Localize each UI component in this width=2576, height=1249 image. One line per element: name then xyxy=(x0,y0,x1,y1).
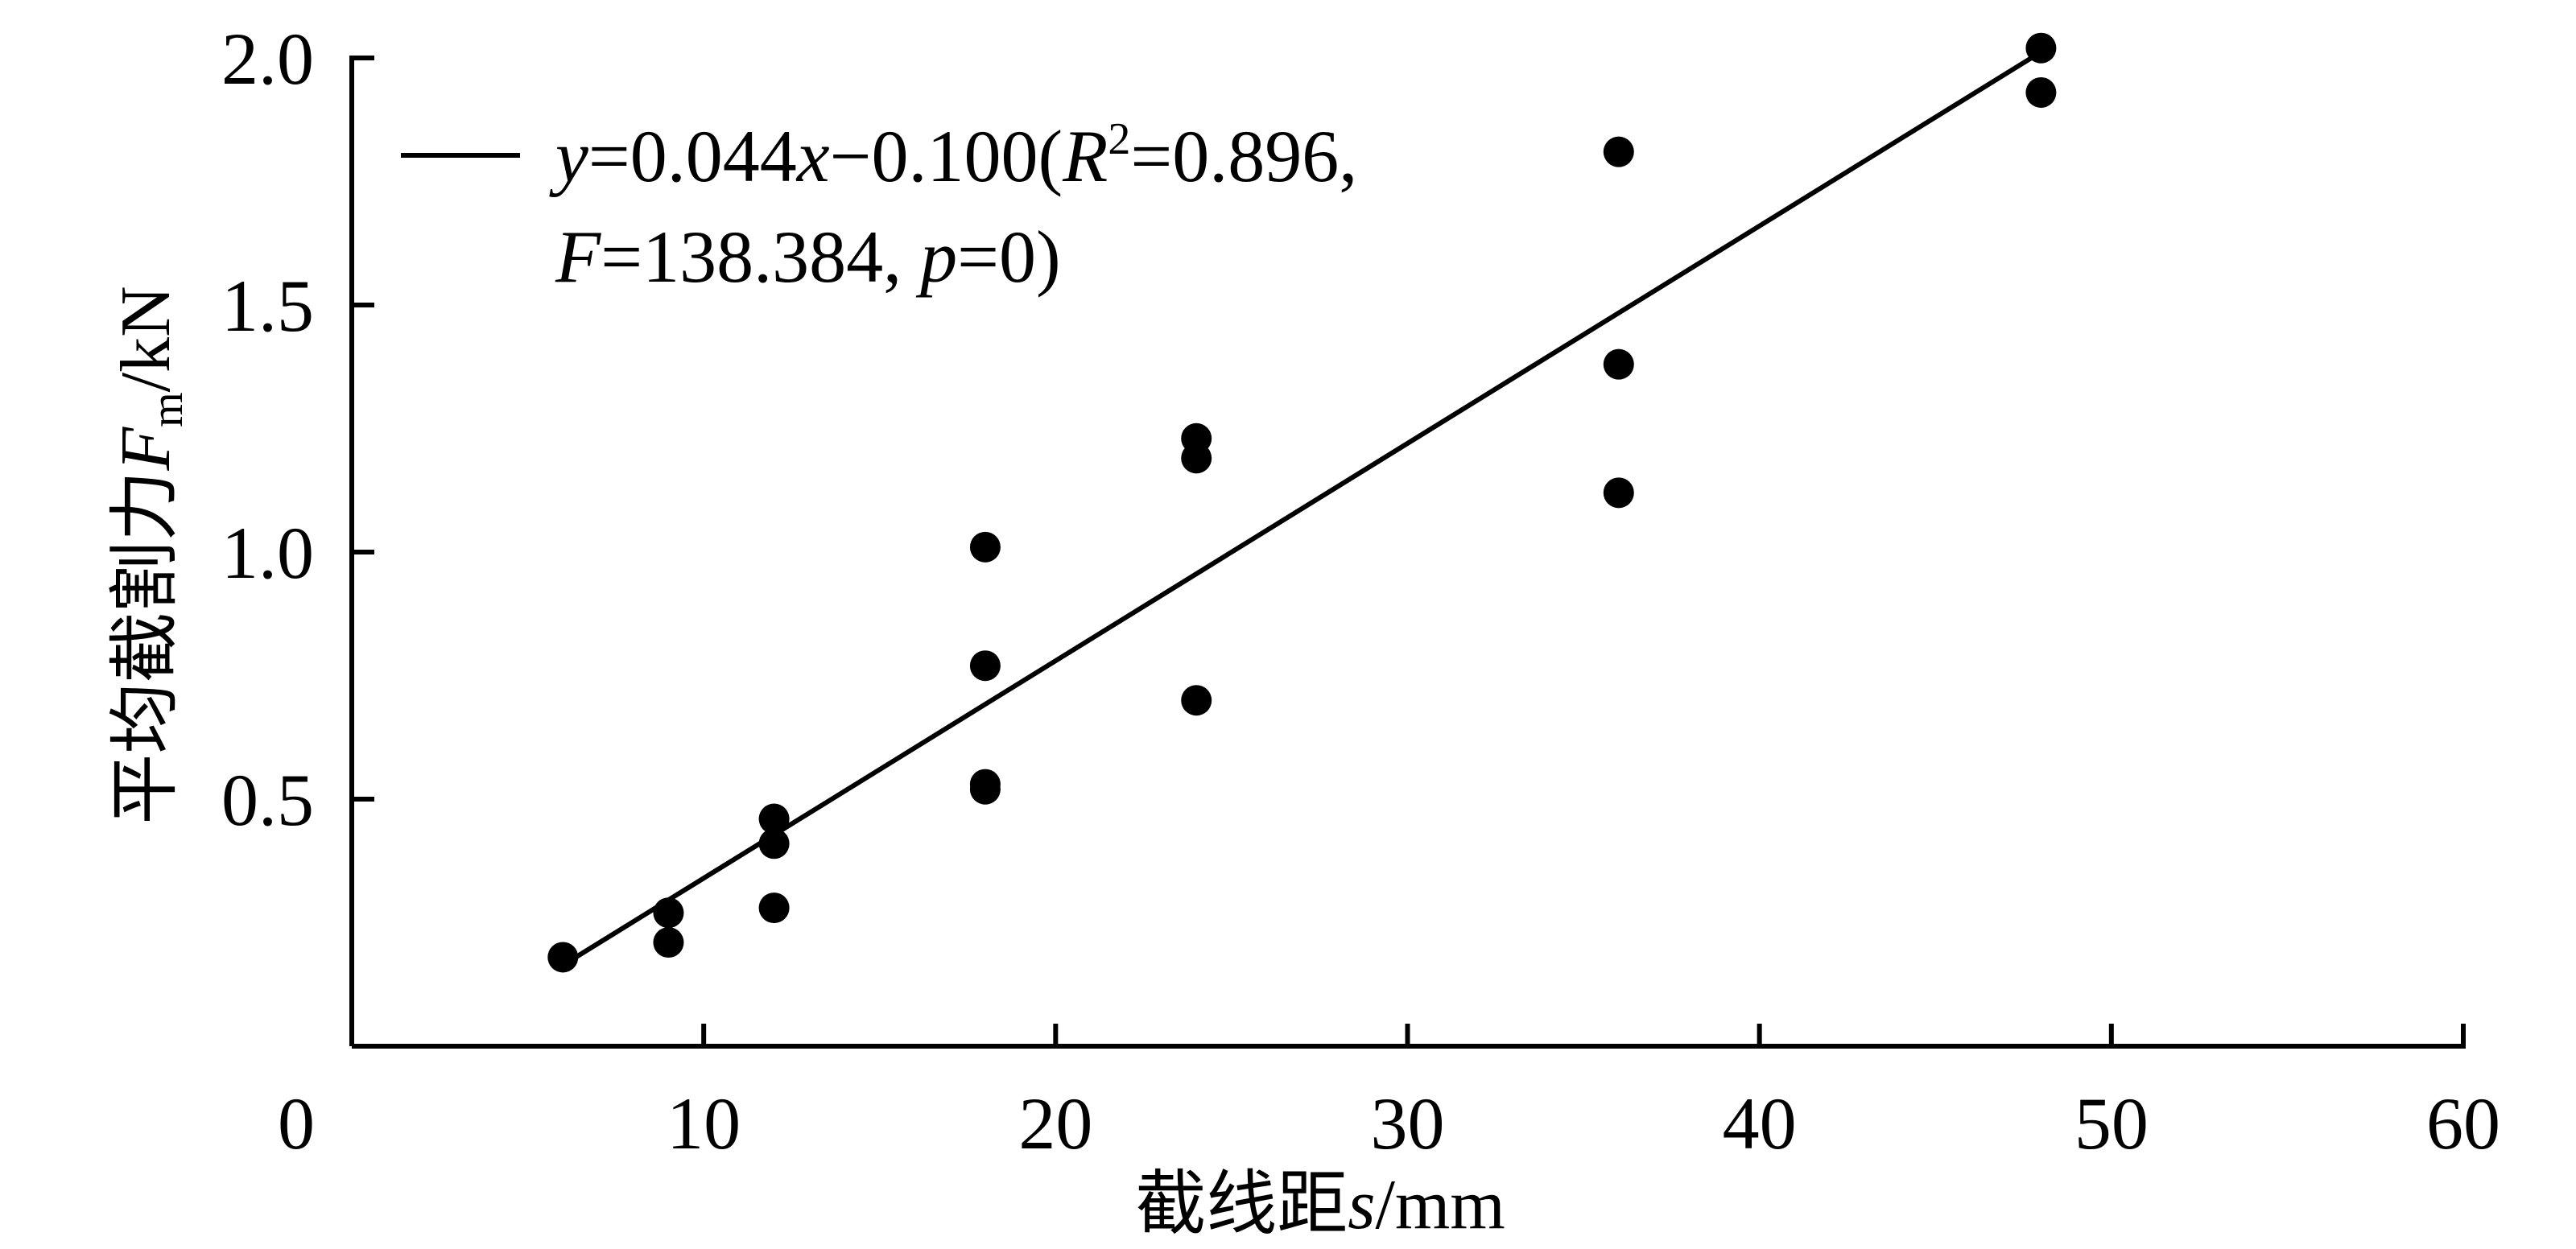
legend-eq-f: F xyxy=(555,216,601,298)
x-axis-ticks: 0 10 20 30 40 50 60 xyxy=(278,1024,2500,1164)
y-axis-title: 平均截割力Fm/kN xyxy=(107,286,192,824)
y-tick-label: 0.5 xyxy=(221,759,314,841)
x-axis-title-var: s xyxy=(1348,1166,1375,1244)
data-point xyxy=(1181,685,1212,716)
legend: y=0.044x−0.100(R2=0.896, F=138.384, p=0) xyxy=(401,114,1357,298)
legend-eq-y: y xyxy=(549,115,588,197)
regression-line xyxy=(561,50,2042,967)
x-tick-label: 50 xyxy=(2074,1082,2149,1164)
data-point xyxy=(758,803,790,835)
legend-eq-x: x xyxy=(795,115,830,197)
y-axis-title-prefix: 平均截割力 xyxy=(107,471,185,825)
legend-eq-r-value: =0.896, xyxy=(1130,115,1357,197)
legend-eq-r: R xyxy=(1062,115,1108,197)
data-point xyxy=(1603,348,1634,380)
data-point xyxy=(653,897,684,929)
legend-equation-line2: F=138.384, p=0) xyxy=(555,216,1061,298)
y-axis-title-var: F xyxy=(107,427,185,472)
legend-eq-p: p xyxy=(915,216,957,298)
data-point xyxy=(969,650,1001,682)
y-tick-label: 2.0 xyxy=(221,18,314,100)
y-axis-title-sub: m xyxy=(142,392,192,427)
x-tick-label: 40 xyxy=(1723,1082,1797,1164)
x-tick-label: 60 xyxy=(2426,1082,2500,1164)
x-tick-label: 10 xyxy=(667,1082,741,1164)
data-point xyxy=(758,892,790,924)
legend-eq-slope: =0.044 xyxy=(588,115,797,197)
legend-eq-intercept: −0.100( xyxy=(830,115,1063,197)
legend-eq-f-value: =138.384, xyxy=(601,216,920,298)
y-axis-title-unit: /kN xyxy=(107,286,185,392)
x-tick-label: 0 xyxy=(278,1082,315,1164)
data-point xyxy=(2025,32,2057,64)
x-tick-label: 30 xyxy=(1371,1082,1445,1164)
data-point xyxy=(653,927,684,958)
data-point xyxy=(1181,443,1212,474)
data-point xyxy=(547,942,579,973)
data-point xyxy=(969,531,1001,563)
x-tick-label: 20 xyxy=(1018,1082,1092,1164)
y-tick-label: 1.0 xyxy=(221,512,314,594)
legend-eq-p-value: =0) xyxy=(957,216,1061,298)
x-axis-title: 截线距s/mm xyxy=(1135,1166,1505,1244)
legend-equation-line1: y=0.044x−0.100(R2=0.896, xyxy=(549,114,1357,197)
data-point xyxy=(1603,136,1634,167)
y-tick-label: 1.5 xyxy=(221,265,314,347)
data-point xyxy=(758,828,790,859)
data-point xyxy=(2025,76,2057,108)
data-point xyxy=(969,773,1001,805)
data-point xyxy=(1603,477,1634,509)
fit-line-group xyxy=(561,50,2042,967)
y-axis-ticks: 0.5 1.0 1.5 2.0 xyxy=(221,18,374,841)
legend-eq-r-exponent: 2 xyxy=(1108,114,1130,164)
data-points xyxy=(547,32,2057,973)
x-axis-title-prefix: 截线距 xyxy=(1135,1166,1348,1244)
x-axis-title-unit: /mm xyxy=(1375,1166,1505,1244)
